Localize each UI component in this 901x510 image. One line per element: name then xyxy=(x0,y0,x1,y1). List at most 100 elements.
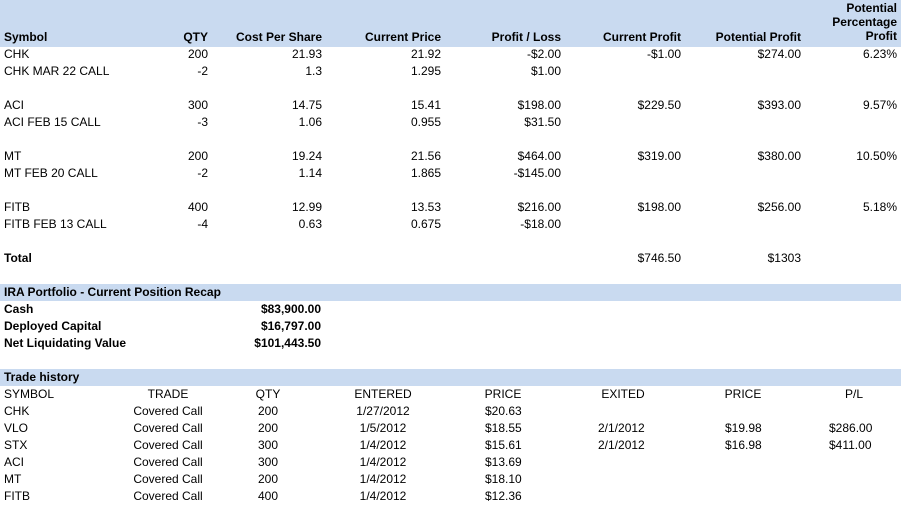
position-price: 21.56 xyxy=(410,149,441,163)
position-price: 21.92 xyxy=(410,47,441,61)
position-potential-pct: 10.50% xyxy=(856,149,897,163)
history-header-pl: P/L xyxy=(844,387,863,401)
position-potential-profit: $274.00 xyxy=(757,47,801,61)
history-header-trade: TRADE xyxy=(147,387,189,401)
history-entered: 1/5/2012 xyxy=(359,421,407,435)
history-qty: 400 xyxy=(257,489,279,503)
position-potential-pct: 9.57% xyxy=(862,98,897,112)
position-symbol: CHK MAR 22 CALL xyxy=(4,64,110,78)
total-potential-profit: $1303 xyxy=(767,251,801,265)
recap-value: $16,797.00 xyxy=(260,319,321,333)
position-potential-profit xyxy=(700,165,801,182)
position-pl: -$18.00 xyxy=(520,217,561,231)
history-entered: 1/4/2012 xyxy=(359,455,407,469)
history-symbol: CHK xyxy=(4,404,30,418)
position-cost: 19.24 xyxy=(291,149,322,163)
position-symbol: MT xyxy=(4,149,22,163)
position-pl: $198.00 xyxy=(517,98,561,112)
position-cost: 21.93 xyxy=(291,47,322,61)
header-potential-pct-line1: Potential xyxy=(846,1,897,15)
history-exit-price: $19.98 xyxy=(725,421,762,435)
history-trade: Covered Call xyxy=(133,472,203,486)
position-price: 1.295 xyxy=(410,64,441,78)
history-price: $13.69 xyxy=(485,455,522,469)
position-potential-profit xyxy=(700,216,801,233)
recap-title: IRA Portfolio - Current Position Recap xyxy=(4,285,221,299)
position-potential-pct: 6.23% xyxy=(862,47,897,61)
history-header-qty: QTY xyxy=(255,387,281,401)
position-qty: 200 xyxy=(187,149,208,163)
position-qty: -3 xyxy=(197,115,208,129)
position-symbol: ACI xyxy=(4,98,25,112)
position-price: 1.865 xyxy=(410,166,441,180)
position-symbol: MT FEB 20 CALL xyxy=(4,166,98,180)
position-qty: -2 xyxy=(197,64,208,78)
position-symbol: FITB xyxy=(4,200,30,214)
history-trade: Covered Call xyxy=(133,404,203,418)
header-cost-per-share: Cost Per Share xyxy=(235,30,322,44)
history-symbol: VLO xyxy=(4,421,29,435)
total-current-profit: $746.50 xyxy=(637,251,681,265)
positions-header-band xyxy=(0,0,901,47)
total-label: Total xyxy=(4,251,32,265)
history-price: $18.55 xyxy=(485,421,522,435)
position-symbol: FITB FEB 13 CALL xyxy=(4,217,107,231)
position-cost: 1.14 xyxy=(298,166,322,180)
position-potential-profit: $256.00 xyxy=(757,200,801,214)
recap-label: Deployed Capital xyxy=(4,319,102,333)
history-pl: $286.00 xyxy=(829,421,873,435)
position-price: 15.41 xyxy=(410,98,441,112)
position-price: 0.955 xyxy=(410,115,441,129)
history-trade: Covered Call xyxy=(133,438,203,452)
history-qty: 200 xyxy=(257,421,279,435)
position-potential-pct xyxy=(800,114,897,131)
header-potential-profit: Potential Profit xyxy=(715,30,801,44)
history-entered: 1/27/2012 xyxy=(356,404,410,418)
history-symbol: FITB xyxy=(4,489,30,503)
position-current-profit: $229.50 xyxy=(637,98,681,112)
position-pl: $31.50 xyxy=(524,115,561,129)
header-profit-loss: Profit / Loss xyxy=(491,30,561,44)
position-cost: 1.3 xyxy=(305,64,322,78)
history-exited: 2/1/2012 xyxy=(598,438,645,452)
history-price: $12.36 xyxy=(485,489,522,503)
position-potential-pct xyxy=(800,63,897,80)
position-potential-pct xyxy=(800,165,897,182)
recap-value: $83,900.00 xyxy=(260,302,321,316)
header-potential-pct-line2: Percentage xyxy=(832,15,897,29)
position-potential-profit: $393.00 xyxy=(757,98,801,112)
recap-title-band xyxy=(0,284,901,301)
position-pl: $1.00 xyxy=(530,64,561,78)
header-symbol: Symbol xyxy=(4,30,48,44)
position-qty: 200 xyxy=(187,47,208,61)
history-pl: $411.00 xyxy=(829,438,872,452)
recap-label: Net Liquidating Value xyxy=(4,336,127,350)
history-symbol: STX xyxy=(4,438,28,452)
history-entered: 1/4/2012 xyxy=(359,438,407,452)
header-current-profit: Current Profit xyxy=(603,30,681,44)
position-cost: 0.63 xyxy=(298,217,322,231)
history-header-price: PRICE xyxy=(484,387,522,401)
position-price: 0.675 xyxy=(410,217,441,231)
history-qty: 200 xyxy=(257,404,279,418)
history-exited: 2/1/2012 xyxy=(598,421,645,435)
history-qty: 300 xyxy=(257,455,279,469)
history-header-exited: EXITED xyxy=(601,387,645,401)
header-potential-pct: Potential Percentage Profit xyxy=(800,1,897,43)
position-qty: 300 xyxy=(187,98,208,112)
position-current-profit: -$1.00 xyxy=(646,47,681,61)
history-header-exit-price: PRICE xyxy=(724,387,762,401)
history-price: $15.61 xyxy=(485,438,522,452)
history-qty: 300 xyxy=(257,438,279,452)
position-potential-pct xyxy=(800,216,897,233)
history-title-band xyxy=(0,369,901,386)
history-entered: 1/4/2012 xyxy=(359,489,407,503)
position-potential-profit xyxy=(700,114,801,131)
position-price: 13.53 xyxy=(410,200,441,214)
position-pl: $216.00 xyxy=(517,200,561,214)
history-trade: Covered Call xyxy=(133,421,203,435)
history-qty: 200 xyxy=(257,472,279,486)
position-cost: 14.75 xyxy=(291,98,322,112)
position-current-profit xyxy=(580,216,681,233)
position-symbol: ACI FEB 15 CALL xyxy=(4,115,101,129)
